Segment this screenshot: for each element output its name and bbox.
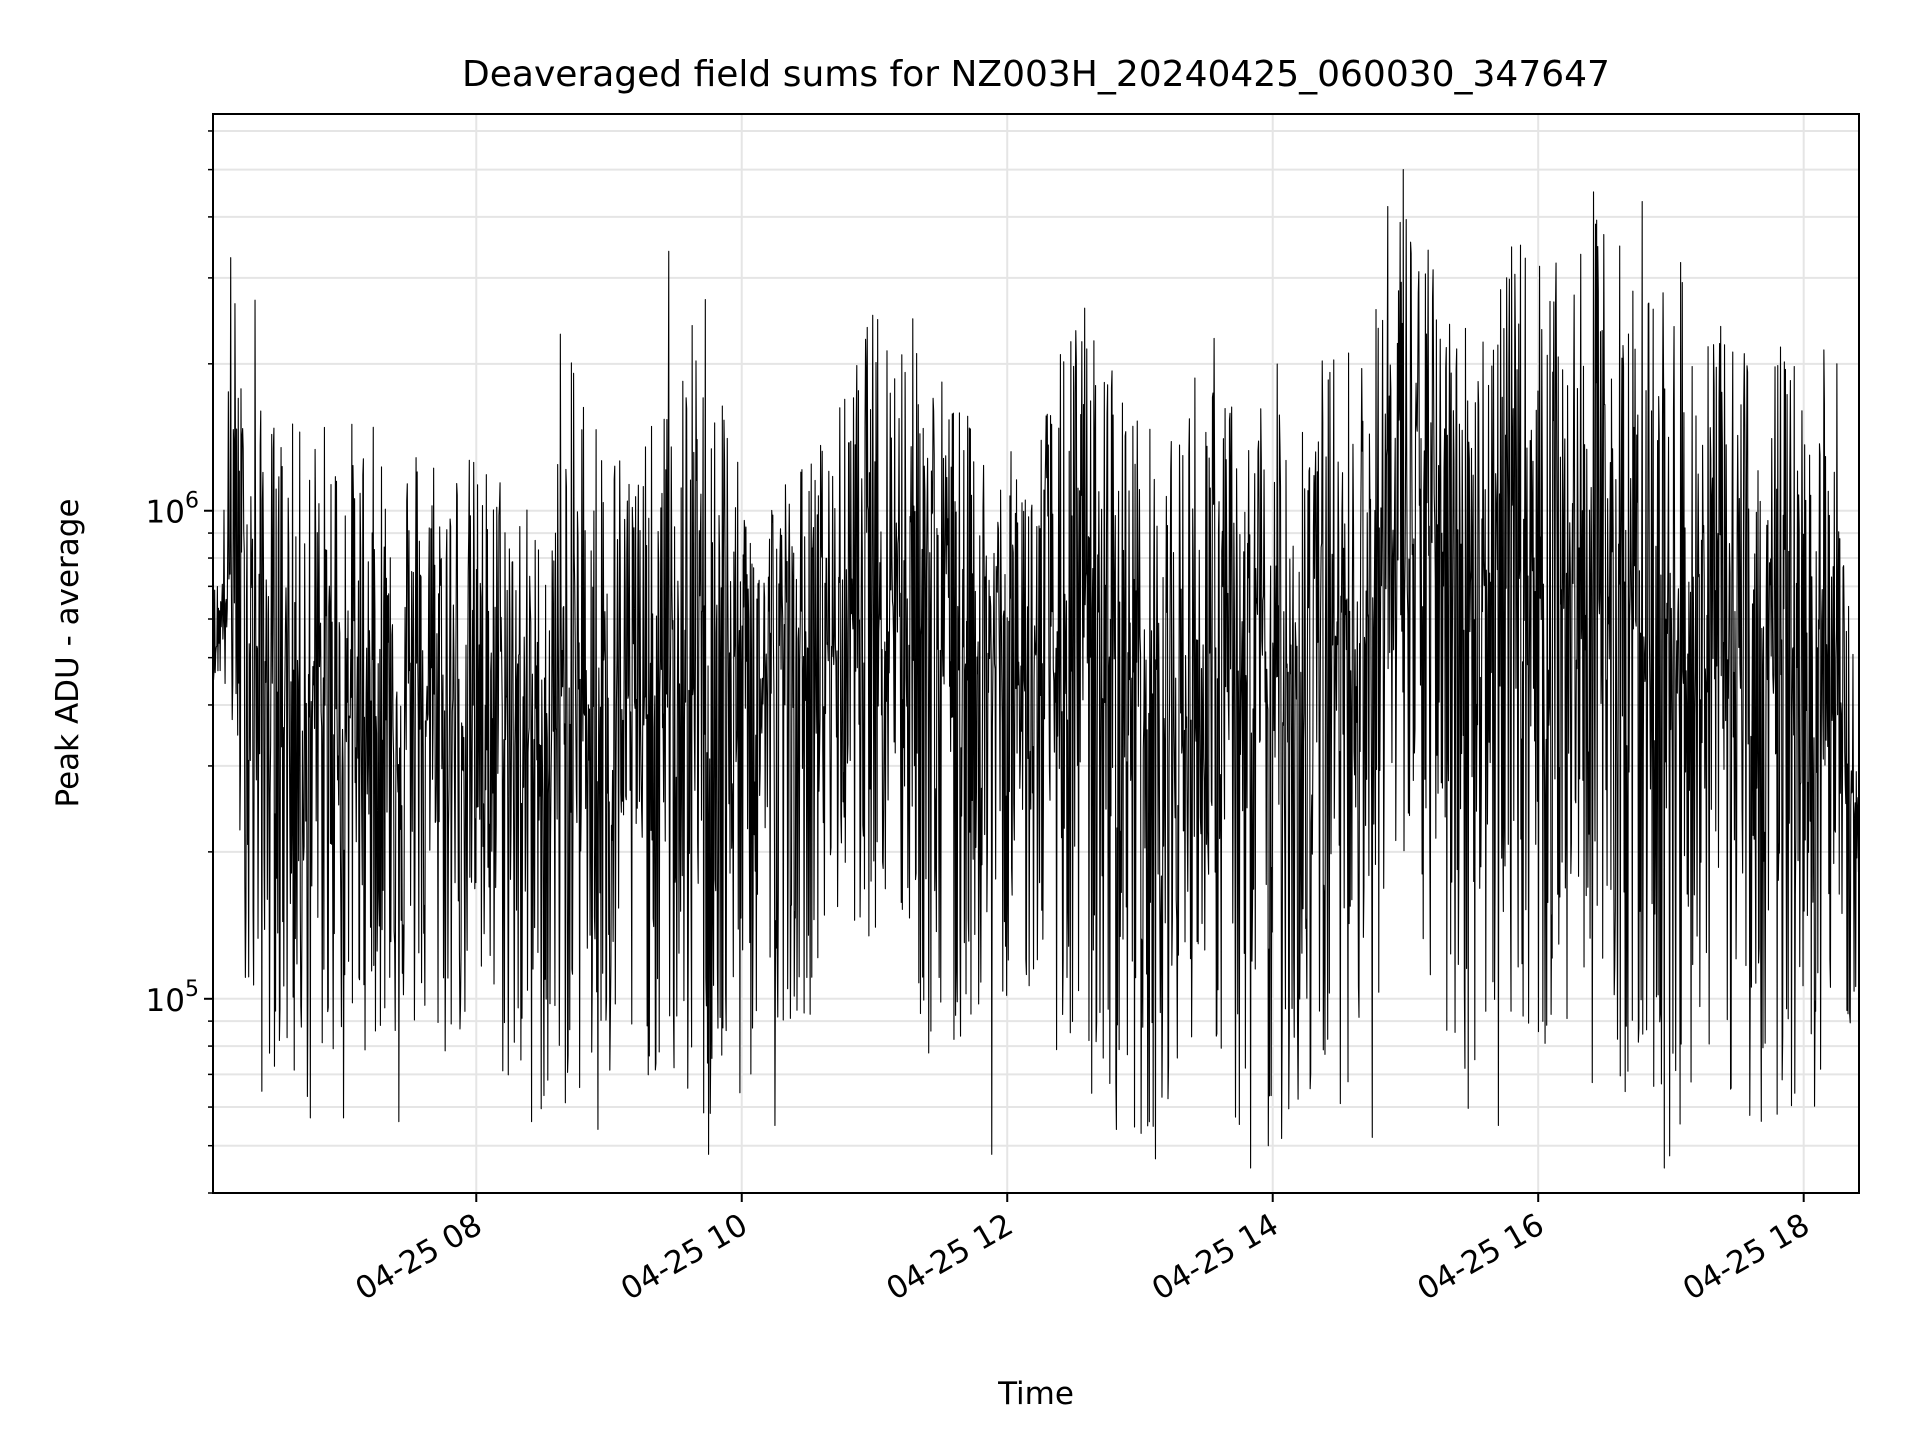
chart-title: Deaveraged field sums for NZ003H_2024042… xyxy=(462,54,1610,95)
series-line xyxy=(213,169,1859,1169)
y-tick-label: 106 xyxy=(146,489,199,531)
y-tick-label: 105 xyxy=(146,977,199,1019)
y-axis-label: Peak ADU - average xyxy=(50,498,86,807)
y-axis: 105 106 xyxy=(146,130,213,1194)
plot-frame xyxy=(212,113,1860,1194)
x-axis-label: Time xyxy=(997,1376,1074,1412)
series-path xyxy=(213,169,1859,1169)
